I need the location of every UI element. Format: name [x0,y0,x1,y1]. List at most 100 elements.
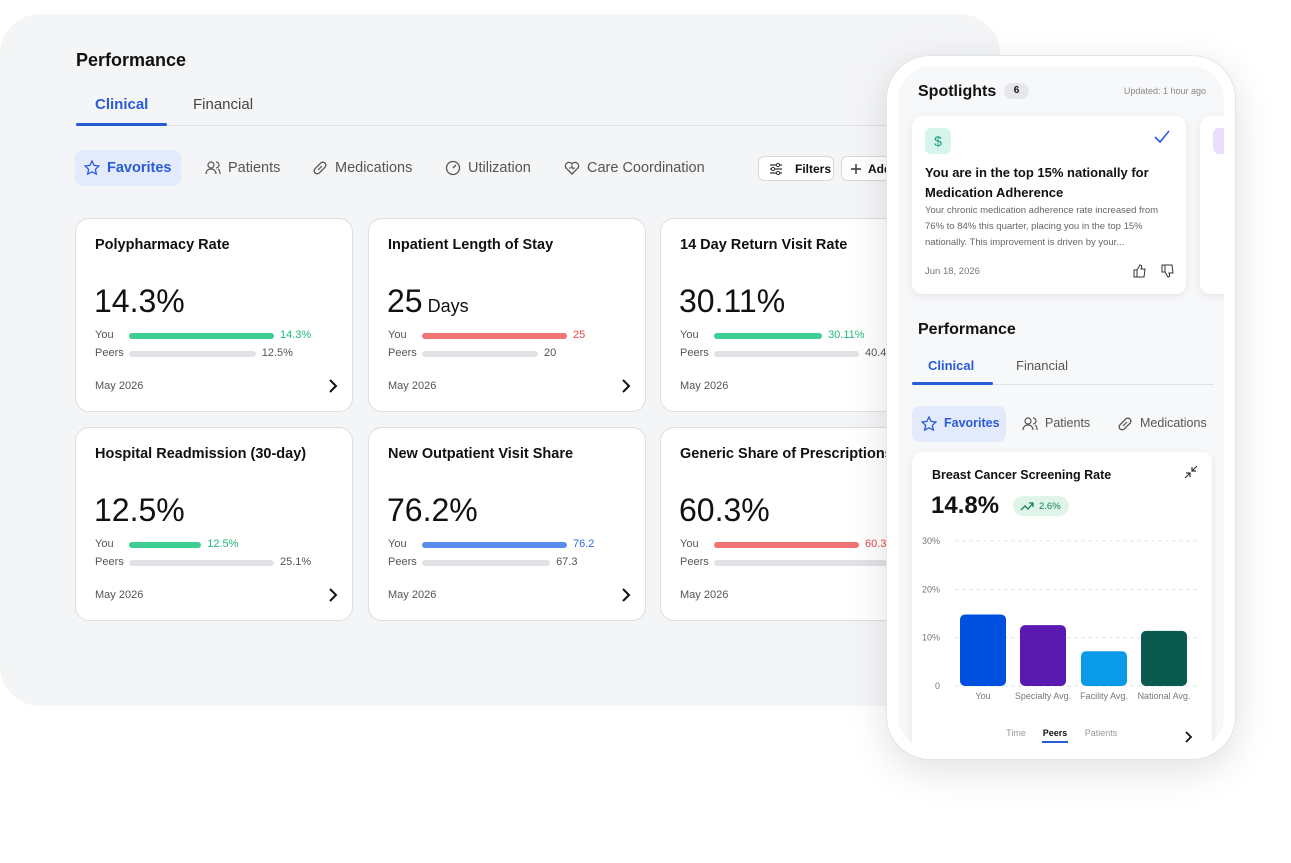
tab-indicator [76,123,167,126]
bar-label: 12.5% [207,538,239,550]
button-label: Add [868,162,892,176]
bar-label: 25 [573,329,586,341]
count-badge: 6 [1004,83,1029,99]
filter-label[interactable]: Medications [1140,416,1207,430]
icon [851,164,861,174]
card-title: Generic Share of Prescriptions [680,446,893,462]
value: 30.11% [679,283,786,319]
row-label: You [680,329,699,341]
performance-title: Performance [918,321,1016,338]
check-icon[interactable] [1154,130,1170,144]
row-label: You [95,329,114,341]
metric-card[interactable]: Polypharmacy Rate 14.3% You 14.3% Peers 12.5%… [75,218,353,412]
icon [1022,416,1038,432]
spotlights-title: Spotlights [918,83,997,100]
spotlight-card-peek[interactable] [1200,116,1224,294]
y-tick-label: 30% [922,536,940,546]
bar [1081,651,1127,686]
card-value: 25 Days [387,283,469,320]
filter-label[interactable]: Favorites [107,160,172,176]
card-value: 76.2% [387,492,478,529]
metric-card[interactable]: New Outpatient Visit Share 76.2% You 76.2 Pe… [368,427,646,621]
view-tab[interactable]: Peers [1042,728,1068,738]
bar-label: 67.3 [556,556,578,568]
x-tick-label: National Avg. [1137,691,1191,701]
metric-card[interactable]: Hospital Readmission (30-day) 12.5% You 12.… [75,427,353,621]
card-title: Inpatient Length of Stay [388,237,554,253]
y-tick-label: 10% [922,633,940,643]
bar [1020,625,1066,686]
date: May 2026 [95,380,144,392]
y-tick-label: 20% [922,584,940,594]
value: 25 [387,283,423,319]
row-label: You [388,538,407,550]
chevron[interactable] [328,379,338,393]
phone: Spotlights 6 Updated: 1 hour ago $ You a… [886,55,1236,760]
tab-divider [76,125,1000,126]
row-label: Peers [680,556,709,568]
bar-label: 30.11% [828,329,865,341]
filter-chip[interactable] [912,406,1006,442]
bar [422,333,567,339]
bar [422,351,538,357]
card-value: 14.3% [94,283,185,320]
tab[interactable]: Clinical [928,358,975,373]
card-value: 12.5% [94,492,185,529]
chart-card: Breast Cancer Screening Rate 14.8% 2.6% [912,452,1212,750]
metric-card[interactable]: Inpatient Length of Stay 25 Days You 25 Peer… [368,218,646,412]
filter-label[interactable]: Utilization [468,160,531,176]
chevron[interactable] [1185,730,1193,743]
bar [714,351,859,357]
trend-icon [1020,502,1034,511]
filter-label[interactable]: Medications [335,160,413,176]
spotlight-body: Your chronic medication adherence rate i… [925,205,1159,248]
change-badge: 2.6% [1013,496,1069,516]
icon: $ [925,128,951,154]
filter-chip[interactable] [75,150,181,186]
unit: Days [422,296,469,316]
icon [770,162,782,176]
tab[interactable]: Financial [193,96,254,113]
icon [1213,128,1224,154]
x-tick-label: Specialty Avg. [1014,691,1072,701]
filter-label[interactable]: Favorites [944,416,1000,430]
row-label: You [95,538,114,550]
row-label: You [388,329,407,341]
card-title: 14 Day Return Visit Rate [680,237,848,253]
tab-indicator [912,382,993,385]
view-tab[interactable]: Patients [1084,728,1118,738]
filters-button[interactable]: Filters [758,156,834,181]
card-value: 60.3% [679,492,770,529]
bar-label: 76.2 [573,538,595,550]
chevron[interactable] [621,379,631,393]
updated: Updated: 1 hour ago [1123,86,1206,96]
bar-label: 14.3% [280,329,312,341]
chevron[interactable] [621,588,631,602]
x-tick-label: You [975,691,991,701]
chart-title: Breast Cancer Screening Rate [932,468,1112,482]
bar [960,614,1006,686]
bar [714,560,889,566]
chart: 0 10% 20% 30% [922,536,1200,691]
icon [564,160,580,176]
value: 14.3% [94,283,185,319]
icon [920,415,938,432]
row-label: Peers [388,347,417,359]
bar [129,560,274,566]
chevron[interactable] [328,588,338,602]
filter-label[interactable]: Patients [228,160,281,176]
spotlight-card[interactable]: $ You are in the top 15% nationally for … [912,116,1186,294]
row-label: Peers [95,556,124,568]
card-value: 30.11% [679,283,785,320]
feedback-icons[interactable] [1132,264,1176,278]
tab[interactable]: Financial [1016,358,1069,373]
view-tab[interactable]: Time [1006,728,1026,738]
tab[interactable]: Clinical [95,96,149,113]
filter-label[interactable]: Care Coordination [587,160,705,176]
icon [83,159,101,176]
collapse-icon[interactable] [1184,465,1198,479]
value: 76.2% [387,492,478,528]
bar [714,333,823,339]
filter-label[interactable]: Patients [1045,416,1091,430]
